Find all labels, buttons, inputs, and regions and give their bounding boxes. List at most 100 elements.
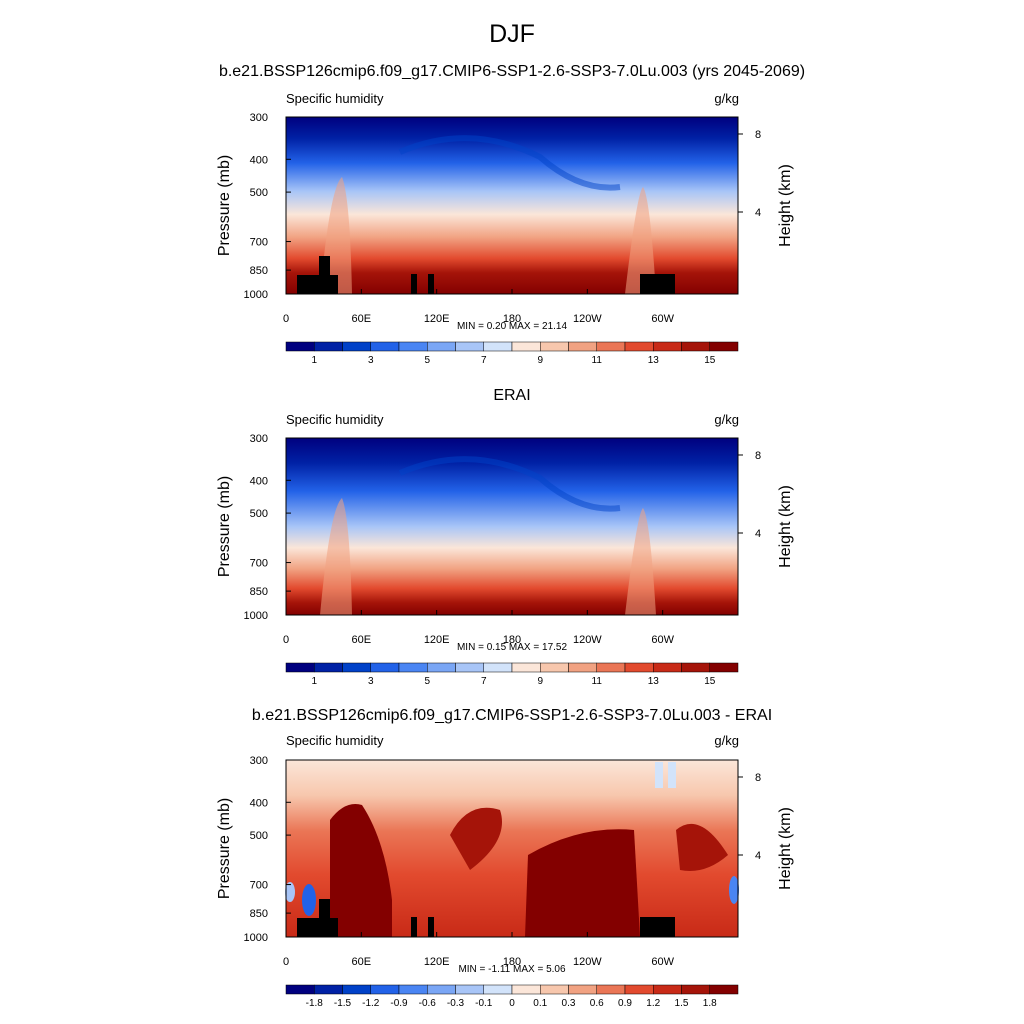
y-tick-label: 700 bbox=[250, 558, 268, 570]
colorbar-swatch bbox=[568, 341, 597, 352]
y-axis-label: Pressure (mb) bbox=[216, 155, 233, 256]
x-tick-label: 120W bbox=[573, 956, 602, 968]
topography-andes bbox=[640, 917, 675, 937]
humidity-contour bbox=[398, 456, 621, 512]
anomaly-negative-5 bbox=[668, 762, 676, 788]
colorbar-label: -0.3 bbox=[447, 998, 465, 1009]
colorbar-swatch bbox=[314, 341, 343, 352]
colorbar-label: 7 bbox=[481, 676, 487, 687]
y2-axis-label: Height (km) bbox=[777, 807, 794, 890]
topography-asia-1 bbox=[411, 917, 417, 937]
colorbar-swatch bbox=[681, 341, 710, 352]
colorbar-swatch bbox=[370, 662, 400, 673]
plot-diff: 300 400 500 700 850 1000 0 60E 120E 180 120W 60W 4 8 P… bbox=[216, 755, 794, 968]
colorbar-label: 11 bbox=[592, 676, 603, 687]
colorbar-swatch bbox=[427, 341, 456, 352]
colorbar-swatch bbox=[624, 984, 654, 995]
colorbar-swatch bbox=[540, 662, 569, 673]
x-tick-label: 60W bbox=[651, 313, 674, 325]
colorbar-swatch bbox=[455, 662, 484, 673]
colorbar-swatch bbox=[398, 662, 428, 673]
panel-units-diff: g/kg bbox=[714, 733, 739, 748]
x-tick-label: 120E bbox=[424, 634, 450, 646]
colorbar-swatch bbox=[342, 341, 371, 352]
colorbar-swatch bbox=[681, 662, 710, 673]
anomaly-positive-east bbox=[525, 829, 640, 937]
y2-tick-label: 4 bbox=[755, 850, 761, 862]
y2-tick-label: 4 bbox=[755, 528, 761, 540]
colorbar-label: 13 bbox=[648, 676, 660, 687]
colorbar-swatch bbox=[285, 662, 315, 673]
colorbar-swatch bbox=[370, 984, 400, 995]
colorbar-swatch bbox=[427, 662, 456, 673]
panel-stats-model: MIN = 0.20 MAX = 21.14 bbox=[456, 321, 568, 332]
y-axis-label: Pressure (mb) bbox=[216, 476, 233, 577]
colorbar-label: 0.6 bbox=[590, 998, 604, 1009]
anomaly-negative-2 bbox=[285, 882, 295, 902]
panel-title-obs: ERAI bbox=[493, 387, 531, 404]
humidity-contour bbox=[398, 135, 621, 191]
colorbar-swatch bbox=[285, 341, 315, 352]
anomaly-positive-west bbox=[330, 804, 392, 937]
colorbar-label: 5 bbox=[424, 676, 430, 687]
y-tick-label: 700 bbox=[250, 880, 268, 892]
colorbar-swatch bbox=[568, 662, 597, 673]
colorbar-label: 1 bbox=[311, 355, 317, 366]
y-tick-label: 1000 bbox=[244, 610, 268, 622]
colorbar-diff: -1.8 -1.5 -1.2 -0.9 -0.6 -0.3 -0.1 0 0.1 0.3 0.6 0.… bbox=[285, 984, 739, 1009]
y-tick-label: 1000 bbox=[244, 932, 268, 944]
plot-model: 300 400 500 700 850 1000 0 60E 120E 180 120W 60W 4 8 P… bbox=[216, 112, 794, 325]
colorbar-swatch bbox=[568, 984, 597, 995]
anomaly-negative-4 bbox=[655, 762, 663, 788]
colorbar-swatch bbox=[596, 662, 626, 673]
colorbar-label: 1.5 bbox=[675, 998, 689, 1009]
y2-axis-label: Height (km) bbox=[777, 164, 794, 247]
x-tick-label: 180 bbox=[503, 956, 521, 968]
colorbar-swatch bbox=[455, 341, 484, 352]
plume-africa bbox=[320, 498, 352, 615]
colorbar-swatch bbox=[342, 662, 371, 673]
x-tick-label: 0 bbox=[283, 634, 289, 646]
colorbar-label: 5 bbox=[424, 355, 430, 366]
colorbar-label: 0 bbox=[509, 998, 515, 1009]
y-tick-label: 850 bbox=[250, 265, 268, 277]
y-tick-label: 300 bbox=[250, 433, 268, 445]
colorbar-swatch bbox=[483, 984, 513, 995]
x-tick-label: 0 bbox=[283, 956, 289, 968]
x-tick-label: 120W bbox=[573, 313, 602, 325]
x-tick-label: 120W bbox=[573, 634, 602, 646]
panel-left-label-model: Specific humidity bbox=[286, 91, 384, 106]
colorbar-swatch bbox=[483, 662, 513, 673]
colorbar-label: -0.6 bbox=[419, 998, 437, 1009]
colorbar-swatch bbox=[709, 341, 739, 352]
colorbar-label: 3 bbox=[368, 676, 374, 687]
colorbar-label: 3 bbox=[368, 355, 374, 366]
colorbar-swatch bbox=[596, 341, 626, 352]
plume-america bbox=[625, 508, 656, 615]
x-tick-label: 0 bbox=[283, 313, 289, 325]
y2-tick-label: 8 bbox=[755, 450, 761, 462]
colorbar-swatch bbox=[285, 984, 315, 995]
y-tick-label: 300 bbox=[250, 755, 268, 767]
colorbar-swatch bbox=[653, 341, 682, 352]
y-tick-label: 500 bbox=[250, 187, 268, 199]
colorbar-label: -1.2 bbox=[362, 998, 380, 1009]
topography-asia-1 bbox=[411, 274, 417, 294]
panel-units-obs: g/kg bbox=[714, 412, 739, 427]
topography-africa-peak bbox=[319, 899, 330, 919]
x-tick-label: 120E bbox=[424, 956, 450, 968]
topography-africa bbox=[297, 918, 338, 937]
y2-tick-label: 4 bbox=[755, 207, 761, 219]
y-tick-label: 400 bbox=[250, 475, 268, 487]
y-tick-label: 500 bbox=[250, 508, 268, 520]
y2-tick-label: 8 bbox=[755, 772, 761, 784]
colorbar-label: 9 bbox=[537, 355, 543, 366]
x-tick-label: 120E bbox=[424, 313, 450, 325]
colorbar-label: 0.1 bbox=[533, 998, 547, 1009]
colorbar-swatch bbox=[314, 662, 343, 673]
colorbar-obs: 1 3 5 7 9 11 13 15 bbox=[285, 662, 739, 687]
x-tick-label: 60E bbox=[352, 313, 372, 325]
colorbar-swatch bbox=[540, 341, 569, 352]
colorbar-label: 15 bbox=[704, 355, 716, 366]
